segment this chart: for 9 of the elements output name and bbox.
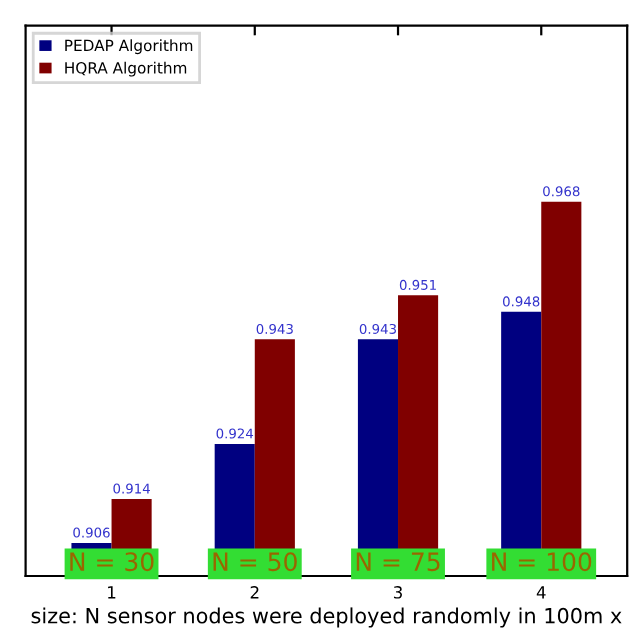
x-tick-label: 4 <box>536 586 546 599</box>
annotation: N = 100 <box>492 552 592 572</box>
x-axis-title: size: N sensor nodes were deployed randomly in 100m x <box>31 607 622 628</box>
annotation: N = 30 <box>70 552 154 572</box>
x-tick-label: 2 <box>250 586 259 599</box>
annotation: N = 75 <box>356 552 440 572</box>
x-tick-label: 1 <box>108 586 116 599</box>
x-tick-label: 3 <box>393 586 402 599</box>
annotation: N = 50 <box>213 552 297 572</box>
